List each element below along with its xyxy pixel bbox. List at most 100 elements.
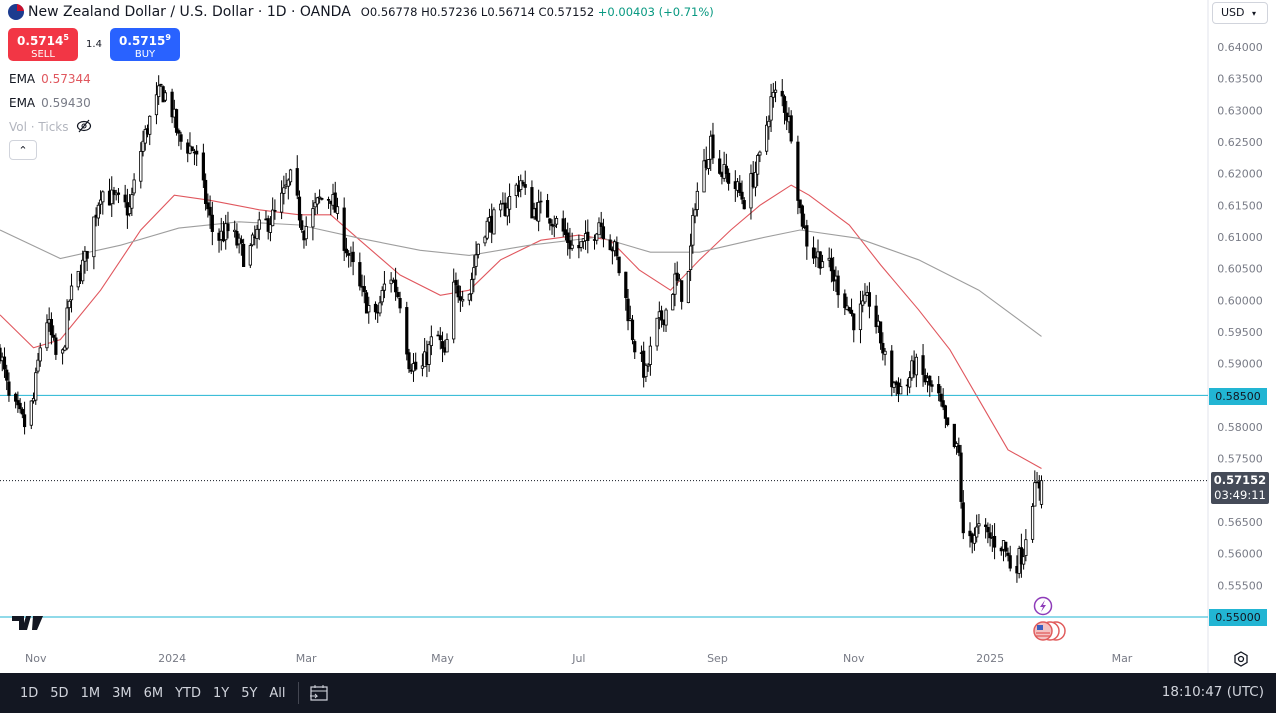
chevron-down-icon: ▾: [1252, 9, 1257, 18]
candle-down: [364, 292, 369, 314]
symbol-title[interactable]: New Zealand Dollar / U.S. Dollar · 1D · …: [28, 4, 351, 20]
candle-up: [154, 94, 159, 116]
candle-up: [883, 350, 887, 355]
candle-up: [863, 294, 867, 303]
candle-down: [957, 444, 961, 453]
time-tick: 2024: [158, 652, 186, 665]
range-button-1y[interactable]: 1Y: [212, 685, 230, 701]
candle-down: [344, 248, 349, 254]
candle-down: [300, 220, 304, 231]
candle-up: [157, 85, 161, 98]
bottom-toolbar: 1D 5D 1M 3M 6M YTD 1Y 5Y All 18:10:47 (UTC): [0, 673, 1276, 713]
high-value: H0.57236: [421, 5, 478, 19]
legend-ema-fast[interactable]: EMA 0.57344: [9, 72, 91, 86]
price-axis[interactable]: 0.64000 0.63500 0.63000 0.62500 0.62000 0.615…: [1217, 41, 1263, 592]
utc-clock[interactable]: 18:10:47 (UTC): [1161, 684, 1264, 700]
collapse-legend-button[interactable]: ⌃: [9, 140, 37, 160]
candle-up: [467, 293, 471, 301]
legend-volume[interactable]: Vol · Ticks: [9, 119, 92, 134]
range-button-ytd[interactable]: YTD: [175, 685, 201, 701]
candle-down: [624, 271, 628, 298]
candle-down: [984, 524, 988, 527]
candle-up: [476, 243, 480, 255]
level-label-low[interactable]: 0.55000: [1209, 609, 1267, 626]
range-button-1m[interactable]: 1M: [80, 685, 101, 701]
candle-up: [648, 345, 652, 365]
symbol-header[interactable]: New Zealand Dollar / U.S. Dollar · 1D · …: [8, 4, 714, 20]
price-tick: 0.60000: [1217, 294, 1263, 307]
nzd-usd-flag-icon: [8, 4, 24, 20]
candle-down: [295, 168, 299, 196]
buy-button[interactable]: 0.57159 BUY: [110, 28, 180, 61]
candle-up: [483, 236, 487, 244]
candle-up: [519, 180, 523, 190]
candle-up: [1022, 556, 1026, 565]
candle-up: [628, 318, 632, 321]
candle-down: [226, 223, 230, 232]
candle-up: [326, 199, 331, 201]
range-button-5d[interactable]: 5D: [50, 685, 69, 701]
candle-up: [271, 209, 275, 227]
candle-down: [545, 200, 550, 218]
candle-up: [552, 225, 556, 228]
price-tick: 0.57500: [1217, 453, 1263, 466]
buy-price: 0.5715: [119, 34, 166, 48]
range-button-3m[interactable]: 3M: [112, 685, 132, 701]
candle-down: [170, 91, 174, 118]
range-button-6m[interactable]: 6M: [143, 685, 164, 701]
candle-up: [233, 229, 237, 232]
range-button-1d[interactable]: 1D: [20, 685, 39, 701]
range-button-5y[interactable]: 5Y: [241, 685, 258, 701]
chart-canvas[interactable]: 0.64000 0.63500 0.63000 0.62500 0.62000 0.615…: [0, 0, 1276, 673]
candle-down: [943, 405, 948, 419]
candle-down: [414, 361, 418, 370]
candle-up: [382, 283, 387, 291]
candle-up: [689, 245, 693, 271]
candles: [0, 75, 1044, 583]
go-to-date-calendar-icon[interactable]: [309, 684, 329, 702]
candle-down: [85, 250, 89, 259]
candle-down: [847, 307, 851, 312]
price-tick: 0.55500: [1217, 579, 1263, 592]
candle-down: [210, 214, 214, 232]
candle-down: [16, 400, 20, 406]
range-button-all[interactable]: All: [269, 685, 286, 701]
low-value: L0.56714: [480, 5, 535, 19]
candle-down: [179, 134, 183, 142]
candle-down: [961, 502, 965, 534]
candle-down: [52, 334, 56, 338]
horizontal-levels[interactable]: [0, 394, 1208, 618]
candle-up: [452, 281, 456, 340]
candle-up: [646, 364, 650, 367]
candle-up: [34, 372, 38, 401]
time-tick: Mar: [1112, 652, 1133, 665]
sell-button[interactable]: 0.57145 SELL: [8, 28, 78, 61]
candle-down: [832, 269, 836, 282]
candle-up: [67, 300, 71, 309]
bar-countdown: 03:49:11: [1214, 488, 1266, 502]
candle-up: [141, 140, 145, 152]
event-lightning-icon[interactable]: [1033, 596, 1053, 616]
level-label-high[interactable]: 0.58500: [1209, 388, 1267, 405]
currency-select[interactable]: USD ▾: [1212, 2, 1268, 24]
legend-ema-slow[interactable]: EMA 0.59430: [9, 96, 91, 110]
candle-down: [351, 251, 355, 263]
candle-up: [255, 229, 259, 239]
candle-up: [677, 278, 682, 282]
candle-down: [805, 225, 809, 247]
candle-down: [20, 408, 24, 415]
price-tick: 0.59000: [1217, 358, 1263, 371]
candle-up: [69, 285, 74, 301]
candle-down: [724, 165, 728, 175]
price-tick: 0.64000: [1217, 41, 1263, 54]
candle-down: [742, 200, 746, 210]
candle-up: [753, 172, 758, 188]
time-axis[interactable]: Nov 2024 Mar May Jul Sep Nov 2025 Mar: [25, 652, 1133, 665]
settings-gear-icon[interactable]: [1232, 650, 1250, 668]
eye-hidden-icon[interactable]: [76, 119, 92, 133]
ohlc-readout: O0.56778 H0.57236 L0.56714 C0.57152 +0.0…: [361, 5, 714, 19]
candle-down: [563, 229, 568, 236]
economic-events-us-flag-icon[interactable]: [1033, 621, 1066, 641]
candle-down: [959, 452, 963, 502]
candle-down: [601, 226, 606, 239]
